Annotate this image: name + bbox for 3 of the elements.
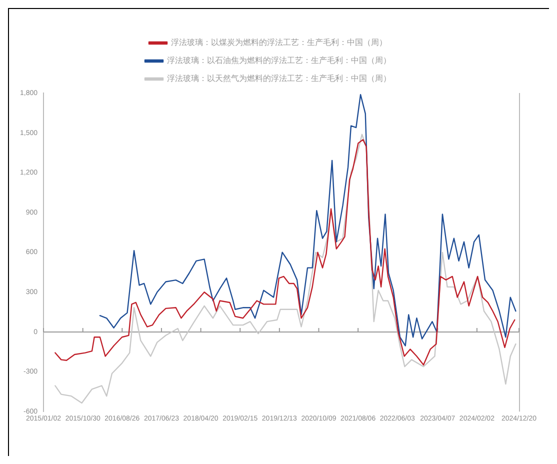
legend-label: 浮法玻璃：以石油焦为燃料的浮法工艺：生产毛利：中国（周）: [167, 56, 391, 66]
legend-label: 浮法玻璃：以天然气为燃料的浮法工艺：生产毛利：中国（周）: [167, 74, 391, 84]
legend-label: 浮法玻璃：以煤炭为燃料的浮法工艺：生产毛利：中国（周）: [171, 38, 387, 48]
